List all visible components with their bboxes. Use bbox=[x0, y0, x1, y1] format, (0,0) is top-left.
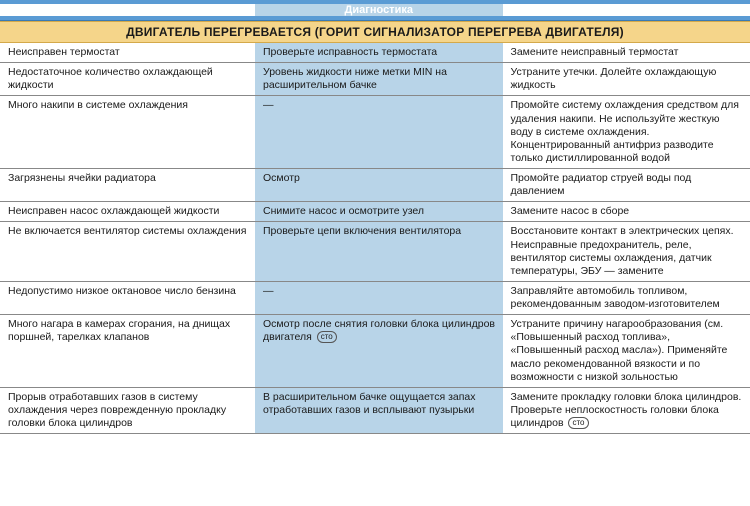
cell-fix: Замените неисправный термостат bbox=[503, 43, 750, 62]
cell-fault: Неисправен насос охлаждающей жидкости bbox=[0, 202, 255, 221]
service-icon: сто bbox=[568, 417, 588, 429]
cell-diag: Осмотр после снятия головки блока цилинд… bbox=[255, 315, 503, 387]
service-icon: сто bbox=[317, 331, 337, 343]
cell-diag: Осмотр bbox=[255, 169, 503, 201]
cell-fault: Загрязнены ячейки радиатора bbox=[0, 169, 255, 201]
cell-fault: Прорыв отработавших газов в систему охла… bbox=[0, 388, 255, 433]
cell-fix: Промойте систему охлаждения средством дл… bbox=[503, 96, 750, 168]
table-row: Недостаточное количество охлаждающей жид… bbox=[0, 63, 750, 96]
cell-diag: Снимите насос и осмотрите узел bbox=[255, 202, 503, 221]
table-row: Неисправен насос охлаждающей жидкостиСни… bbox=[0, 202, 750, 222]
cell-diag: Уровень жидкости ниже метки MIN на расши… bbox=[255, 63, 503, 95]
cell-fix: Промойте радиатор струей воды под давлен… bbox=[503, 169, 750, 201]
cell-fault: Много накипи в системе охлаждения bbox=[0, 96, 255, 168]
cell-diag: Проверьте исправность термостата bbox=[255, 43, 503, 62]
cell-fault: Много нагара в камерах сгорания, на днищ… bbox=[0, 315, 255, 387]
cell-fix: Заправляйте автомобиль топливом, рекомен… bbox=[503, 282, 750, 314]
cell-fault: Недопустимо низкое октановое число бензи… bbox=[0, 282, 255, 314]
troubleshooting-table: Перечень возможных неисправностей Диагно… bbox=[0, 0, 750, 434]
cell-diag: В расширительном бачке ощущается запах о… bbox=[255, 388, 503, 433]
section-title: ДВИГАТЕЛЬ ПЕРЕГРЕВАЕТСЯ (ГОРИТ СИГНАЛИЗА… bbox=[0, 21, 750, 43]
cell-fault: Неисправен термостат bbox=[0, 43, 255, 62]
table-row: Не включается вентилятор системы охлажде… bbox=[0, 222, 750, 282]
cell-fix: Устраните утечки. Долейте охлаждающую жи… bbox=[503, 63, 750, 95]
table-row: Много нагара в камерах сгорания, на днищ… bbox=[0, 315, 750, 388]
cell-diag: Проверьте цепи включения вентилятора bbox=[255, 222, 503, 281]
col-header-fault: Перечень возможных неисправностей bbox=[0, 4, 255, 16]
table-row: Загрязнены ячейки радиатораОсмотрПромойт… bbox=[0, 169, 750, 202]
cell-fix: Замените прокладку головки блока цилиндр… bbox=[503, 388, 750, 433]
cell-diag: — bbox=[255, 96, 503, 168]
table-row: Много накипи в системе охлаждения—Промой… bbox=[0, 96, 750, 169]
col-header-diag: Диагностика bbox=[255, 4, 503, 16]
cell-diag: — bbox=[255, 282, 503, 314]
cell-fix: Замените насос в сборе bbox=[503, 202, 750, 221]
table-row: Прорыв отработавших газов в систему охла… bbox=[0, 388, 750, 434]
table-row: Неисправен термостатПроверьте исправност… bbox=[0, 43, 750, 63]
cell-fix: Устраните причину нагарообразования (см.… bbox=[503, 315, 750, 387]
table-row: Недопустимо низкое октановое число бензи… bbox=[0, 282, 750, 315]
col-header-fix: Метод устранения bbox=[503, 4, 750, 16]
cell-fault: Недостаточное количество охлаждающей жид… bbox=[0, 63, 255, 95]
table-header-row: Перечень возможных неисправностей Диагно… bbox=[0, 0, 750, 21]
cell-fix: Восстановите контакт в электрических цеп… bbox=[503, 222, 750, 281]
cell-fault: Не включается вентилятор системы охлажде… bbox=[0, 222, 255, 281]
